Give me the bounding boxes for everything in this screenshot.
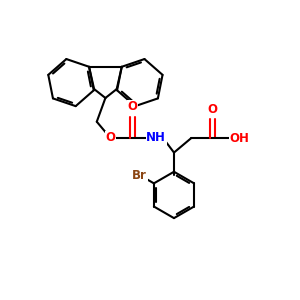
Text: O: O	[208, 103, 218, 116]
Text: O: O	[128, 100, 137, 113]
Text: O: O	[105, 131, 115, 144]
Text: Br: Br	[132, 169, 147, 182]
Text: NH: NH	[146, 131, 166, 144]
Text: OH: OH	[230, 132, 249, 145]
